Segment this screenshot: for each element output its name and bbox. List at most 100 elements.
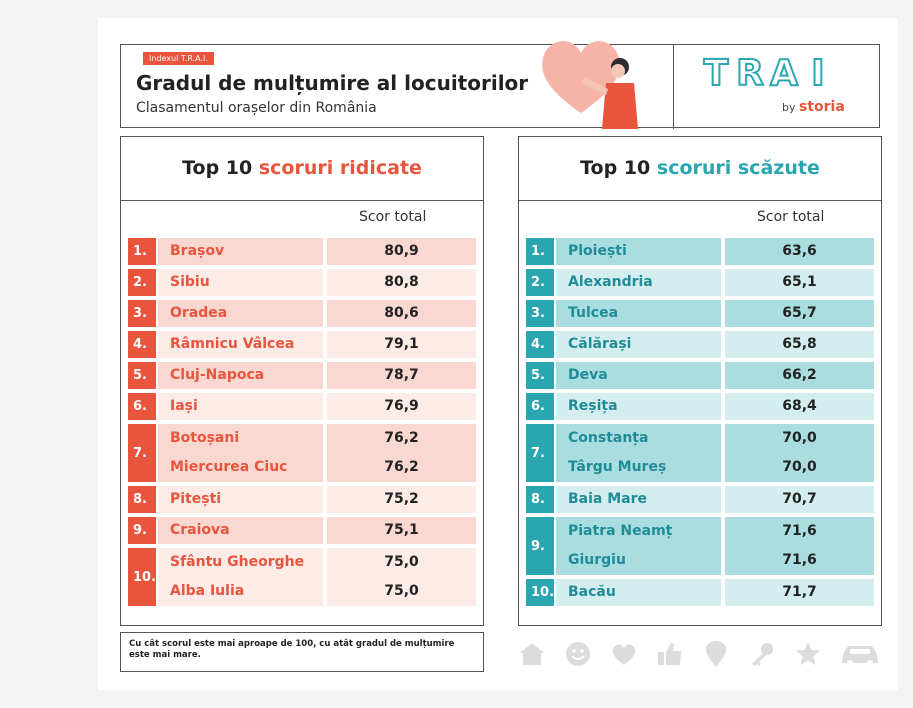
score-cell: 79,1 (327, 331, 476, 358)
table-row: 9. Craiova 75,1 (128, 517, 476, 544)
city-cell: Baia Mare (556, 486, 721, 513)
star-icon (796, 642, 820, 665)
rank-badge: 6. (128, 393, 156, 420)
score-cell: 68,4 (725, 393, 874, 420)
city-name: Iași (170, 398, 198, 414)
city-cell: Deva (556, 362, 721, 389)
heart-icon (612, 644, 636, 665)
score-value: 76,2 (384, 459, 419, 475)
city-cell: Reșița (556, 393, 721, 420)
rank-badge: 2. (526, 269, 554, 296)
city-name: Târgu Mureș (568, 459, 667, 475)
score-value: 78,7 (384, 367, 419, 383)
low-scores-title: Top 10 scoruri scăzute (519, 137, 881, 201)
score-cell: 75,2 (327, 486, 476, 513)
city-name: Giurgiu (568, 552, 626, 568)
table-row: 3. Oradea 80,6 (128, 300, 476, 327)
table-row: 4. Râmnicu Vâlcea 79,1 (128, 331, 476, 358)
table-row: 5. Cluj-Napoca 78,7 (128, 362, 476, 389)
score-value: 70,0 (782, 430, 817, 446)
score-value: 79,1 (384, 336, 419, 352)
score-cell: 66,2 (725, 362, 874, 389)
city-cell: Sfântu Gheorghe Alba Iulia (158, 548, 323, 606)
score-value: 71,6 (782, 552, 817, 568)
city-cell: Cluj-Napoca (158, 362, 323, 389)
rank-badge: 3. (526, 300, 554, 327)
logo-letter: A (769, 53, 799, 94)
score-cell: 80,8 (327, 269, 476, 296)
city-name: Tulcea (568, 305, 619, 321)
index-tag: Indexul T.R.A.I. (143, 52, 214, 65)
table-row: 10. Sfântu Gheorghe Alba Iulia 75,0 75,0 (128, 548, 476, 606)
table-row: 7. Botoșani Miercurea Ciuc 76,2 76,2 (128, 424, 476, 482)
score-value: 76,2 (384, 430, 419, 446)
low-scores-panel: Top 10 scoruri scăzute Scor total 1. Ploi… (518, 136, 882, 626)
table-row: 7. Constanța Târgu Mureș 70,0 70,0 (526, 424, 874, 482)
score-cell: 80,6 (327, 300, 476, 327)
city-cell: Tulcea (556, 300, 721, 327)
score-value: 75,0 (384, 583, 419, 599)
score-value: 65,7 (782, 305, 817, 321)
score-cell: 63,6 (725, 238, 874, 265)
rank-badge: 8. (526, 486, 554, 513)
header-box: Indexul T.R.A.I. Gradul de mulțumire al … (120, 41, 880, 129)
city-name: Oradea (170, 305, 228, 321)
score-value: 76,9 (384, 398, 419, 414)
score-cell: 75,0 75,0 (327, 548, 476, 606)
title-accent: scoruri scăzute (656, 157, 820, 179)
score-cell: 65,7 (725, 300, 874, 327)
logo-letter: I (810, 53, 825, 94)
score-cell: 65,8 (725, 331, 874, 358)
score-value: 71,7 (782, 584, 817, 600)
score-value: 75,2 (384, 491, 419, 507)
table-row: 2. Sibiu 80,8 (128, 269, 476, 296)
score-cell: 70,7 (725, 486, 874, 513)
city-cell: Craiova (158, 517, 323, 544)
by-storia: by storia (782, 99, 845, 115)
table-row: 3. Tulcea 65,7 (526, 300, 874, 327)
rank-badge: 4. (526, 331, 554, 358)
rank-badge: 1. (128, 238, 156, 265)
table-row: 4. Călărași 65,8 (526, 331, 874, 358)
score-cell: 80,9 (327, 238, 476, 265)
city-name: Ploiești (568, 243, 627, 259)
score-cell: 78,7 (327, 362, 476, 389)
page-subtitle: Clasamentul orașelor din România (136, 100, 377, 116)
city-cell: Râmnicu Vâlcea (158, 331, 323, 358)
car-icon (842, 646, 878, 666)
city-name: Sibiu (170, 274, 210, 290)
city-cell: Pitești (158, 486, 323, 513)
city-name: Alba Iulia (170, 583, 245, 599)
infographic-page: Indexul T.R.A.I. Gradul de mulțumire al … (98, 18, 898, 690)
city-name: Constanța (568, 430, 649, 446)
logo-letter: T (703, 53, 730, 94)
score-cell: 76,2 76,2 (327, 424, 476, 482)
city-name: Reșița (568, 398, 618, 414)
score-value: 65,1 (782, 274, 817, 290)
heart-icon (542, 41, 620, 113)
rank-badge: 5. (526, 362, 554, 389)
rank-badge: 10. (128, 548, 156, 606)
title-prefix: Top 10 (182, 157, 259, 179)
rank-badge: 7. (526, 424, 554, 482)
city-name: Cluj-Napoca (170, 367, 265, 383)
key-icon (752, 643, 773, 666)
score-value: 63,6 (782, 243, 817, 259)
score-cell: 71,6 71,6 (725, 517, 874, 575)
score-cell: 71,7 (725, 579, 874, 606)
rank-badge: 10. (526, 579, 554, 606)
score-cell: 75,1 (327, 517, 476, 544)
score-value: 65,8 (782, 336, 817, 352)
high-scores-panel: Top 10 scoruri ridicate Scor total 1. Bra… (120, 136, 484, 626)
rank-badge: 4. (128, 331, 156, 358)
logo-brand: storia (799, 99, 845, 115)
city-name: Călărași (568, 336, 632, 352)
city-cell: Bacău (556, 579, 721, 606)
rank-badge: 9. (526, 517, 554, 575)
page-title: Gradul de mulțumire al locuitorilor (136, 71, 529, 95)
city-cell: Călărași (556, 331, 721, 358)
table-row: 8. Baia Mare 70,7 (526, 486, 874, 513)
rank-badge: 5. (128, 362, 156, 389)
score-cell: 65,1 (725, 269, 874, 296)
city-name: Baia Mare (568, 491, 648, 507)
